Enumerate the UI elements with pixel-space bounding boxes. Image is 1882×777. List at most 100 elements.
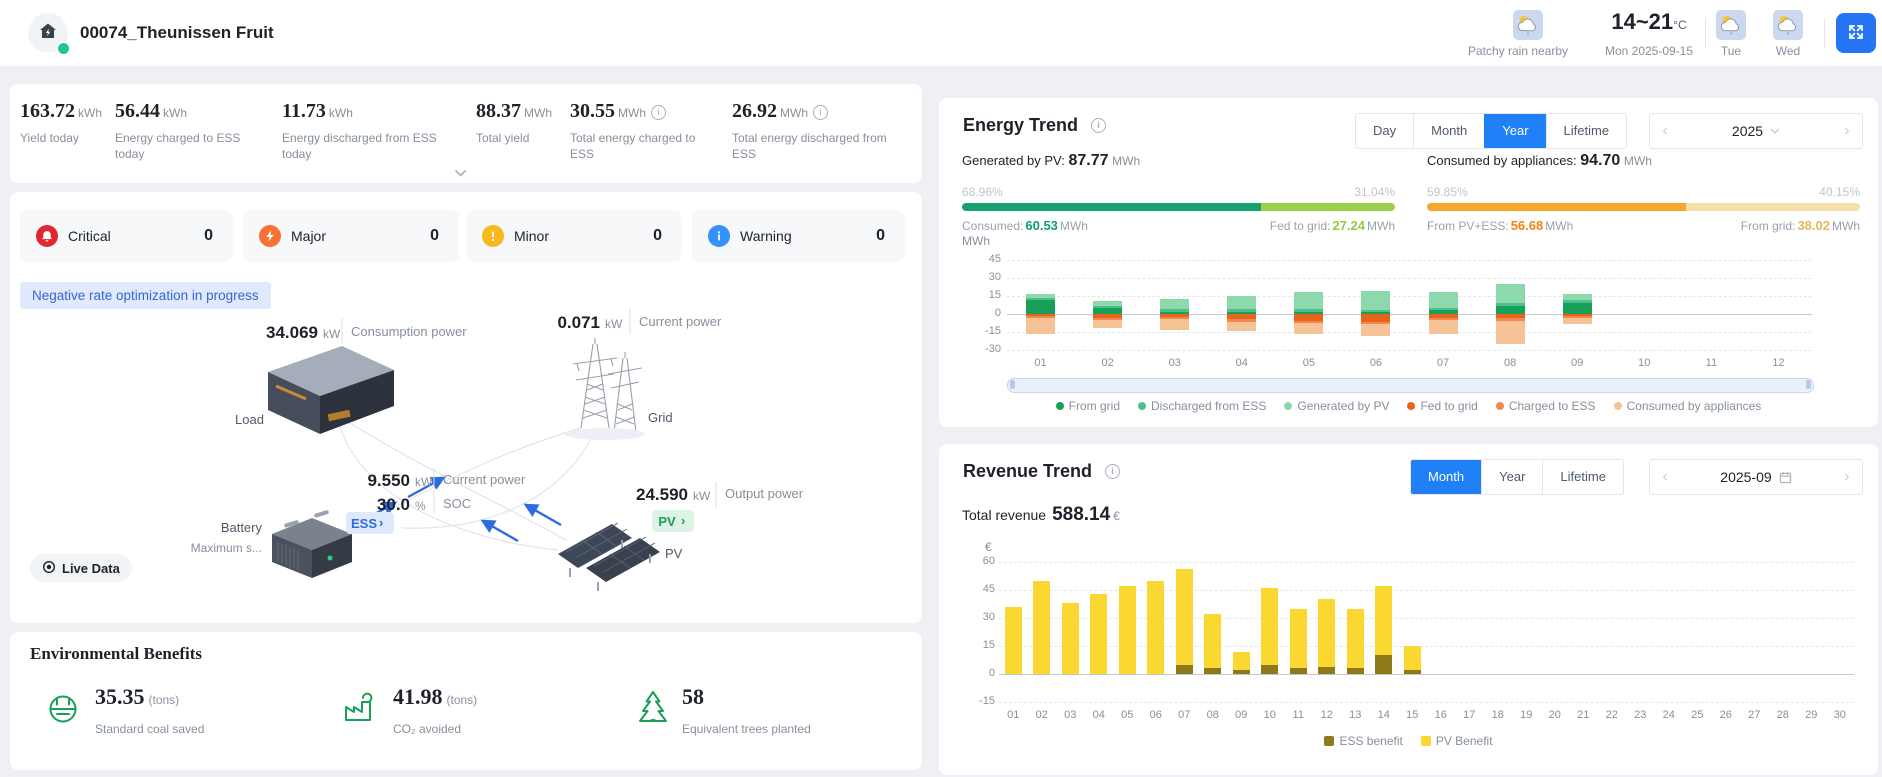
chart-bar-segment [1093, 320, 1122, 328]
x-tick-label: 06 [1142, 709, 1171, 721]
gridline [1007, 314, 1812, 315]
chart-bar-segment [1204, 614, 1221, 668]
legend-item[interactable]: Fed to grid [1407, 399, 1477, 413]
env-value: 58 [682, 684, 704, 709]
load-node[interactable] [268, 346, 394, 434]
stat-unit: kWh [329, 106, 353, 120]
stat-item: 26.92MWhiTotal energy discharged from ES… [732, 100, 904, 162]
alarm-count: 0 [876, 227, 885, 245]
chart-bar-segment [1093, 301, 1122, 306]
weather-tue-icon [1716, 10, 1746, 40]
chart-bar-segment [1361, 291, 1390, 310]
energy-flow-diagram: 34.069 kW Consumption power Load 0.071 k… [10, 300, 922, 600]
chart-bar-segment [1026, 300, 1055, 314]
legend-item[interactable]: PV Benefit [1421, 734, 1493, 748]
x-tick-label: 10 [1256, 709, 1285, 721]
info-icon[interactable]: i [813, 105, 828, 120]
battery-label: Battery [221, 520, 263, 535]
stat-value: 56.44 [115, 100, 160, 122]
legend-item[interactable]: ESS benefit [1324, 734, 1402, 748]
x-tick-label: 04 [1208, 357, 1275, 369]
grid-power-unit: kW [605, 317, 623, 331]
legend-label: From grid [1069, 399, 1120, 413]
env-value-row: 41.98(tons) [393, 684, 613, 710]
stat-unit: MWh [618, 106, 646, 120]
x-tick-label: 26 [1712, 709, 1741, 721]
chart-bar-segment [1361, 314, 1390, 322]
chart-datazoom-slider[interactable] [1007, 378, 1814, 393]
grid-node[interactable] [565, 338, 645, 440]
stats-expand-chevron-icon[interactable] [454, 164, 467, 182]
load-label: Load [235, 412, 264, 427]
alarm-label: Minor [514, 228, 549, 244]
env-benefit-text: 58Equivalent trees planted [682, 684, 902, 736]
chart-bar-segment [1347, 609, 1364, 669]
legend-item[interactable]: Consumed by appliances [1614, 399, 1762, 413]
chart-bar-segment [1160, 319, 1189, 329]
tree-icon [633, 688, 673, 733]
stat-value-row: 88.37MWh [476, 100, 561, 123]
load-power-value: 34.069 [266, 323, 318, 342]
legend-dot [1496, 402, 1504, 410]
bell-icon [36, 225, 58, 247]
stat-item: 163.72kWhYield today [20, 100, 110, 146]
chart-bar-segment [1233, 670, 1250, 674]
x-tick-label: 17 [1455, 709, 1484, 721]
chart-bar-segment [1404, 646, 1421, 670]
x-tick-label: 05 [1113, 709, 1142, 721]
live-data-icon [42, 560, 56, 577]
battery-node[interactable] [272, 510, 352, 578]
info-icon[interactable]: i [651, 105, 666, 120]
grid-label: Grid [648, 410, 673, 425]
legend-item[interactable]: Generated by PV [1284, 399, 1389, 413]
x-tick-label: 09 [1227, 709, 1256, 721]
alarm-chip-minor[interactable]: Minor0 [466, 210, 682, 262]
ess-link-badge[interactable]: ESS › [346, 512, 394, 534]
chart-bar-segment [1361, 324, 1390, 335]
gridline [1007, 278, 1812, 279]
chart-bar-segment [1062, 603, 1079, 674]
env-unit: (tons) [447, 693, 478, 707]
alarm-chip-major[interactable]: Major0 [243, 210, 459, 262]
plant-title: 00074_Theunissen Fruit [80, 0, 274, 66]
gridline [1007, 332, 1812, 333]
energy-trend-panel: Energy Trendi DayMonthYearLifetime ‹ 202… [939, 98, 1878, 427]
x-tick-label: 02 [1028, 709, 1057, 721]
chart-bar-segment [1026, 294, 1055, 298]
legend-label: Generated by PV [1297, 399, 1389, 413]
factory-icon [338, 688, 378, 733]
fullscreen-button[interactable] [1836, 13, 1876, 53]
alarm-chip-warning[interactable]: Warning0 [692, 210, 905, 262]
stat-unit: kWh [163, 106, 187, 120]
stat-value-row: 163.72kWh [20, 100, 110, 123]
chart-bar-segment [1347, 668, 1364, 674]
chart-bar-segment [1563, 318, 1592, 324]
alarm-chip-critical[interactable]: Critical0 [20, 210, 233, 262]
grid-metric-label: Current power [639, 314, 722, 329]
x-tick-label: 03 [1141, 357, 1208, 369]
chart-bar-segment [1563, 294, 1592, 301]
legend-label: PV Benefit [1436, 734, 1493, 748]
chart-bar-segment [1294, 292, 1323, 309]
pv-node[interactable] [558, 523, 660, 591]
chart-bar-segment [1119, 586, 1136, 674]
y-tick-label: 0 [961, 307, 1001, 319]
forecast-day: Tue [1701, 44, 1761, 58]
chart-bar-segment [1176, 665, 1193, 674]
stat-label: Total yield [476, 130, 561, 146]
legend-item[interactable]: From grid [1056, 399, 1120, 413]
alarm-label: Critical [68, 228, 111, 244]
x-tick-label: 10 [1611, 357, 1678, 369]
x-tick-label: 09 [1544, 357, 1611, 369]
x-tick-label: 08 [1477, 357, 1544, 369]
gridline [1007, 350, 1812, 351]
pv-link-badge[interactable]: PV › [652, 510, 694, 532]
legend-item[interactable]: Discharged from ESS [1138, 399, 1266, 413]
x-tick-label: 12 [1745, 357, 1812, 369]
stat-item: 11.73kWhEnergy discharged from ESS today [282, 100, 460, 162]
pv-power-value: 24.590 [636, 485, 688, 504]
y-tick-label: -15 [961, 325, 1001, 337]
chart-bar-segment [1294, 323, 1323, 334]
live-data-button[interactable]: Live Data [30, 554, 132, 582]
legend-item[interactable]: Charged to ESS [1496, 399, 1596, 413]
